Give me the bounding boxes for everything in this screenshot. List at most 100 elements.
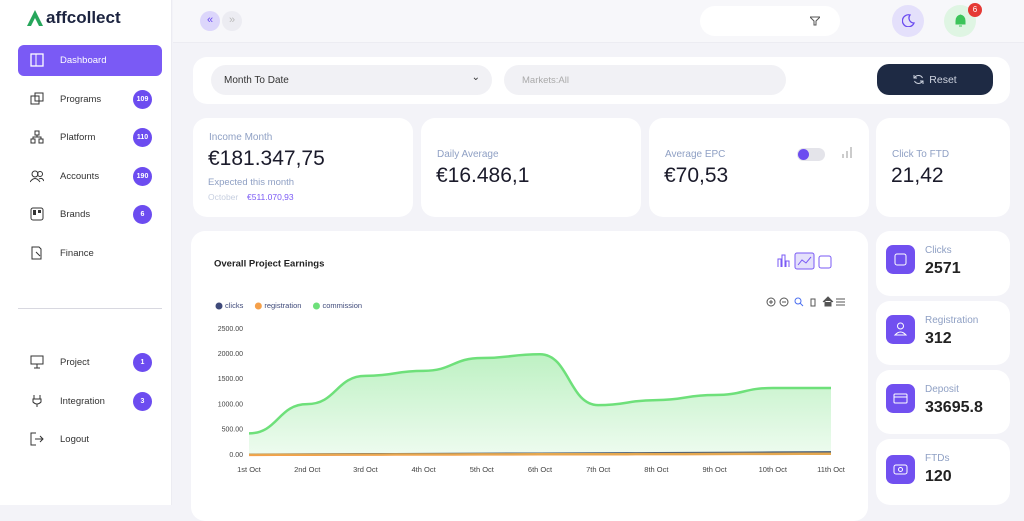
menu-label: Integration: [60, 396, 105, 407]
bell-icon: [955, 14, 966, 27]
toggle[interactable]: [797, 148, 825, 161]
legend-marker: [312, 302, 320, 310]
chart-card: Overall Project Earnings 0.00 500.00 1000.…: [191, 231, 868, 521]
legend-marker: [254, 302, 262, 310]
stat-card: Income Month €181.347,75 Expected this m…: [193, 118, 413, 217]
icon: [30, 207, 44, 221]
topbar: « » 6: [173, 0, 1024, 43]
menu-item[interactable]: Logout: [18, 424, 162, 455]
icon: [30, 53, 44, 67]
menu-badge: 1: [133, 353, 152, 372]
legend-label: commission: [322, 301, 362, 310]
theme-toggle[interactable]: [892, 5, 924, 37]
menu-badge: 6: [133, 205, 152, 224]
menu-item[interactable]: Brands 6: [18, 199, 162, 230]
menu-label: Programs: [60, 94, 102, 105]
icon: [30, 432, 44, 446]
expand-button[interactable]: »: [222, 11, 242, 31]
chart-type-switch[interactable]: [776, 252, 832, 270]
kpi-card: Registration 312: [876, 301, 1010, 365]
y-tick-label: 1000.00: [218, 401, 243, 408]
legend-label: clicks: [225, 301, 244, 310]
logo[interactable]: affcollect: [26, 8, 121, 28]
filter-bar: Month To Date ⌄ Markets:All Reset: [193, 57, 1010, 104]
legend-marker: [215, 302, 223, 310]
markets-select[interactable]: Markets:All: [504, 65, 786, 95]
stat-note: Expected this month: [208, 177, 295, 188]
x-tick-label: 1st Oct: [237, 465, 262, 474]
collapse-button[interactable]: «: [200, 11, 220, 31]
menu-item[interactable]: Dashboard: [18, 45, 162, 76]
menu-item[interactable]: Project 1: [18, 347, 162, 378]
icon: [31, 246, 42, 260]
y-tick-label: 2500.00: [218, 326, 243, 333]
menu-item[interactable]: Platform 110: [18, 122, 162, 153]
menu-label: Accounts: [60, 171, 100, 182]
logo-icon: [27, 10, 43, 26]
x-tick-label: 11th Oct: [817, 465, 846, 474]
menu-item[interactable]: Integration 3: [18, 386, 162, 417]
separator: [18, 308, 162, 309]
chart-title: Overall Project Earnings: [214, 259, 324, 270]
period-select[interactable]: Month To Date ⌄: [211, 65, 492, 95]
kpi-card: Clicks 2571: [876, 231, 1010, 296]
earnings-chart: Overall Project Earnings 0.00 500.00 1000.…: [214, 252, 846, 474]
x-tick-label: 10th Oct: [759, 465, 788, 474]
notifications-button[interactable]: 6: [944, 3, 982, 37]
x-tick-label: 4th Oct: [412, 465, 437, 474]
x-tick-label: 7th Oct: [586, 465, 611, 474]
menu-label: Logout: [60, 434, 90, 445]
x-tick-label: 3rd Oct: [353, 465, 379, 474]
sidebar: affcollect Dashboard Programs 109 Platfor…: [0, 0, 172, 505]
series-line: [248, 352, 831, 435]
series-area: [249, 354, 831, 455]
kpi-label: Deposit: [925, 384, 959, 395]
chart-toolbar[interactable]: [766, 296, 845, 307]
markets-text: Markets:All: [522, 75, 569, 86]
menu-item[interactable]: Accounts 190: [18, 161, 162, 192]
stat-value: €181.347,75: [208, 147, 325, 170]
filter-icon: [810, 16, 820, 26]
x-tick-label: 5th Oct: [470, 465, 495, 474]
x-tick-label: 9th Oct: [703, 465, 728, 474]
menu-label: Platform: [60, 132, 96, 143]
line-type[interactable]: [794, 252, 815, 270]
menu-label: Finance: [60, 248, 94, 259]
stat-month: October: [208, 192, 239, 202]
x-tick-label: 2nd Oct: [294, 465, 321, 474]
stat-card: Daily Average €16.486,1: [421, 118, 641, 217]
search-box[interactable]: [700, 6, 840, 36]
stat-month-value: €511.070,93: [247, 192, 294, 202]
period-text: Month To Date: [224, 75, 289, 86]
reset-text: Reset: [929, 73, 957, 86]
stat-card: Click To FTD 21,42: [876, 118, 1010, 217]
icon: [30, 92, 44, 105]
icon: [32, 395, 42, 407]
legend-label: registration: [264, 301, 301, 310]
menu-item[interactable]: Programs 109: [18, 84, 162, 115]
kpi-value: 120: [925, 468, 952, 485]
stat-label: Daily Average: [437, 149, 499, 160]
kpi-label: Registration: [925, 315, 979, 326]
stat-label: Average EPC: [665, 149, 726, 160]
column-type[interactable]: [818, 255, 832, 269]
reset-button[interactable]: Reset: [877, 64, 993, 95]
kpi-label: Clicks: [925, 245, 952, 256]
menu-label: Project: [60, 357, 90, 368]
stat-label: Income Month: [209, 132, 273, 143]
notification-count: 6: [968, 3, 982, 17]
signal-icon: [842, 147, 852, 158]
x-tick-label: 8th Oct: [644, 465, 669, 474]
kpi-value: 312: [925, 330, 952, 347]
menu-badge: 190: [133, 167, 152, 186]
stat-label: Click To FTD: [892, 149, 950, 160]
icon: [30, 130, 44, 144]
y-tick-label: 2000.00: [218, 351, 243, 358]
kpi-value: 33695.8: [925, 399, 983, 416]
menu-item[interactable]: Finance: [18, 238, 162, 269]
moon-icon: [902, 14, 915, 27]
y-tick-label: 500.00: [222, 427, 244, 434]
kpi-card: FTDs 120: [876, 439, 1010, 505]
